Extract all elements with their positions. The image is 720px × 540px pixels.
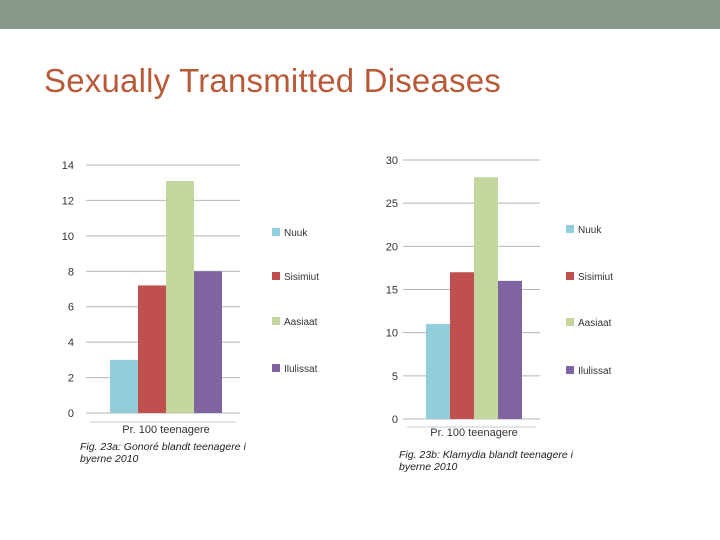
chart-1-legend-swatch-ilulissat [272,364,280,372]
chart-1-bar-nuuk [110,359,138,413]
chart-2-legend-label-sisimiut: Sisimiut [578,272,613,283]
chart-1-category-label: Pr. 100 teenagere [122,424,209,436]
chart-1-caption-line1: Fig. 23a: Gonoré blandt teenagere i [80,441,246,453]
chart-1-y-tick-label: 10 [62,231,74,243]
chart-2-y-tick-label: 5 [392,371,398,383]
chart-2-category-label: Pr. 100 teenagere [430,427,517,439]
chart-2-y-tick-label: 30 [386,155,398,167]
chart-2-y-tick-label: 15 [386,285,398,297]
chart-2-bar-ilulissat [498,280,522,419]
chart-2-legend-swatch-ilulissat [566,366,574,374]
chart-2-bar-sisimiut [450,272,474,419]
chart-2-legend-swatch-sisimiut [566,272,574,280]
chart-1-legend-label-aasiaat: Aasiaat [284,317,318,328]
chart-1-bar-sisimiut [138,285,166,413]
chart-1-caption: Fig. 23a: Gonoré blandt teenagere i byer… [80,441,246,465]
chart-1-legend-swatch-aasiaat [272,317,280,325]
chart-2-y-tick-label: 0 [392,414,398,426]
chart-2-bar-nuuk [426,324,450,419]
chart-1-y-tick-label: 6 [68,302,74,314]
chart-2-caption: Fig. 23b: Klamydia blandt teenagere i by… [399,449,573,473]
chart-2-legend-label-ilulissat: Ilulissat [578,366,612,377]
chart-2-y-tick-label: 25 [386,198,398,210]
top-band [0,0,720,29]
chart-2-y-tick-label: 20 [386,241,398,253]
chart-2-bar-aasiaat [474,177,498,419]
slide-title: Sexually Transmitted Diseases [44,62,501,99]
chart-2-legend-swatch-nuuk [566,225,574,233]
chart-2-caption-line1: Fig. 23b: Klamydia blandt teenagere i [399,449,573,461]
chart-1-legend-label-nuuk: Nuuk [284,228,308,239]
chart-1-legend-swatch-sisimiut [272,272,280,280]
chart-2-legend-label-nuuk: Nuuk [578,225,602,236]
chart-1-bar-ilulissat [194,271,222,413]
chart-2-y-tick-label: 10 [386,328,398,340]
chart-1-y-tick-label: 8 [68,266,74,278]
chart-2-legend-swatch-aasiaat [566,318,574,326]
chart-1-y-tick-label: 12 [62,195,74,207]
chart-1-y-tick-label: 14 [62,160,74,172]
chart-1-y-tick-label: 2 [68,373,74,385]
chart-2-caption-line2: byerne 2010 [399,461,458,473]
chart-1-legend-swatch-nuuk [272,228,280,236]
chart-1-bar-aasiaat [166,180,194,413]
chart-2-legend-label-aasiaat: Aasiaat [578,318,612,329]
chart-1-y-tick-label: 4 [68,337,74,349]
chart-1-legend-label-ilulissat: Ilulissat [284,364,318,375]
chart-1-y-tick-label: 0 [68,408,74,420]
chart-1-caption-line2: byerne 2010 [80,453,139,465]
chart-1-legend-label-sisimiut: Sisimiut [284,272,319,283]
